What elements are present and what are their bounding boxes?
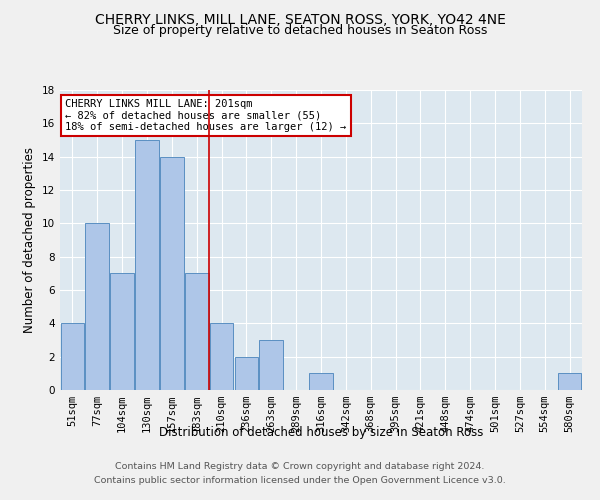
Text: Distribution of detached houses by size in Seaton Ross: Distribution of detached houses by size … [159, 426, 483, 439]
Bar [110, 274, 134, 390]
Text: Size of property relative to detached houses in Seaton Ross: Size of property relative to detached ho… [113, 24, 487, 37]
Bar [61, 324, 84, 390]
Y-axis label: Number of detached properties: Number of detached properties [23, 147, 37, 333]
Bar [210, 324, 233, 390]
Bar [235, 356, 258, 390]
Text: CHERRY LINKS MILL LANE: 201sqm
← 82% of detached houses are smaller (55)
18% of : CHERRY LINKS MILL LANE: 201sqm ← 82% of … [65, 99, 346, 132]
Bar [185, 274, 209, 390]
Bar [85, 224, 109, 390]
Bar [135, 140, 159, 390]
Text: Contains HM Land Registry data © Crown copyright and database right 2024.: Contains HM Land Registry data © Crown c… [115, 462, 485, 471]
Text: Contains public sector information licensed under the Open Government Licence v3: Contains public sector information licen… [94, 476, 506, 485]
Bar [259, 340, 283, 390]
Text: CHERRY LINKS, MILL LANE, SEATON ROSS, YORK, YO42 4NE: CHERRY LINKS, MILL LANE, SEATON ROSS, YO… [95, 12, 505, 26]
Bar [160, 156, 184, 390]
Bar [309, 374, 333, 390]
Bar [558, 374, 581, 390]
